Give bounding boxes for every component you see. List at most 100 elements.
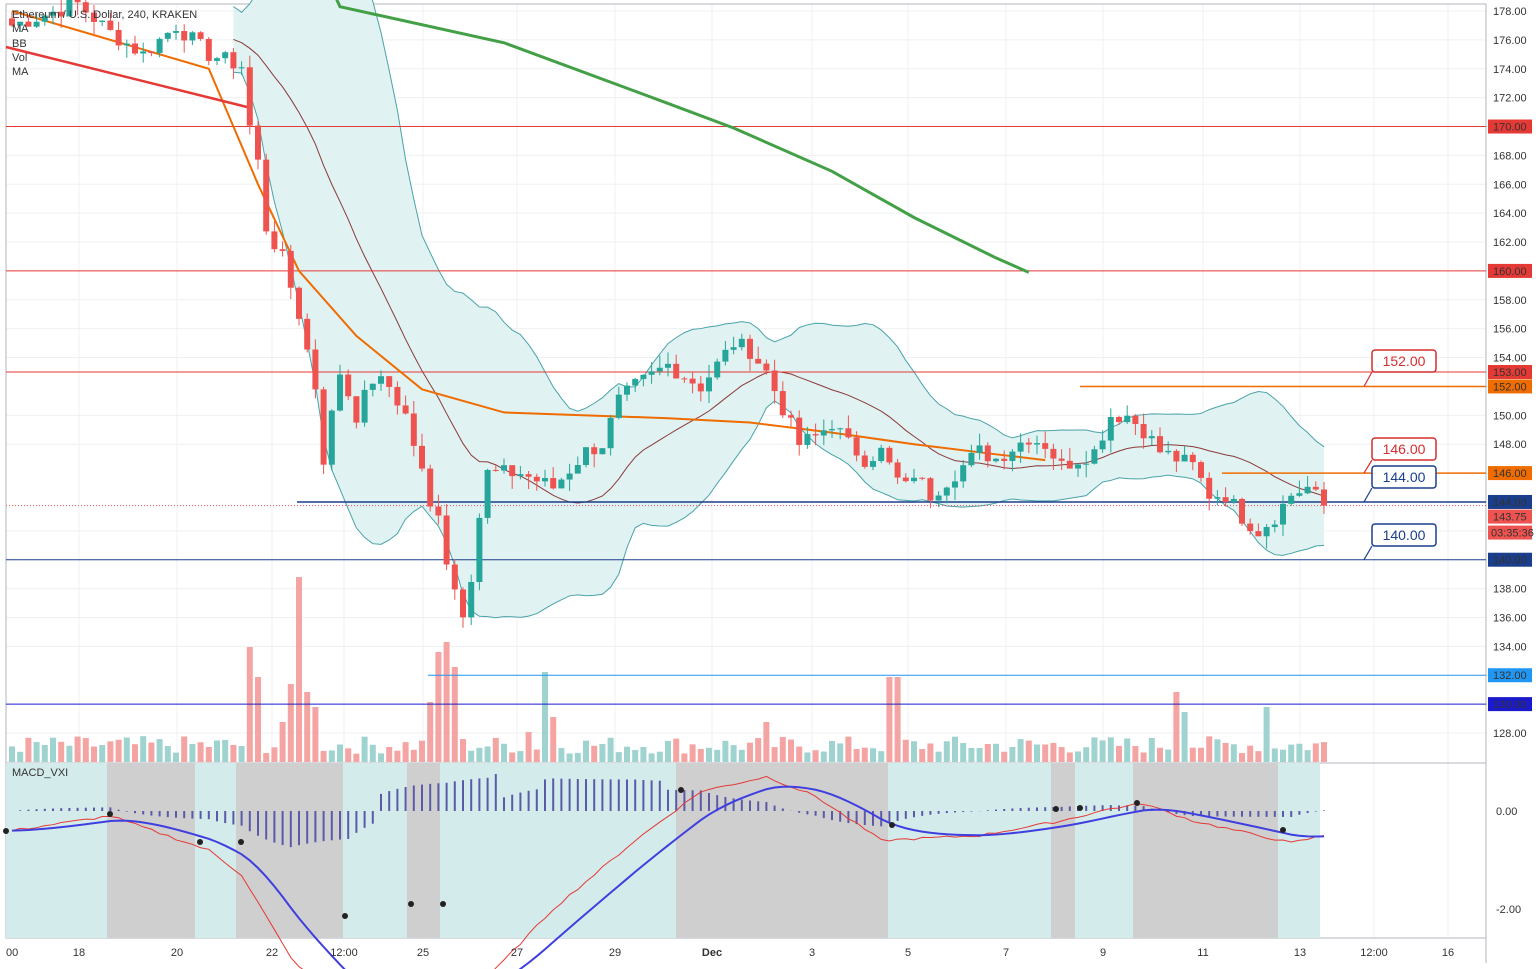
- volume-bar: [1124, 738, 1131, 762]
- price-label-bg: [1488, 668, 1532, 683]
- candle-body: [697, 383, 704, 392]
- candle-body: [1247, 523, 1254, 532]
- candle-body: [779, 391, 786, 416]
- macd-shade: [407, 763, 440, 938]
- volume-bar: [205, 746, 212, 762]
- time-axis[interactable]: 00 18 20 22 12:00 25 27 29 Dec 3 5 7 9 11 13 12:00 16: [6, 947, 1454, 959]
- macd-line: [11, 785, 1325, 969]
- candle-body: [689, 378, 696, 384]
- chart-legend: Ethereum / U.S. Dollar, 240, KRAKEN MA B…: [12, 8, 197, 79]
- current-price-label: 143.75: [1493, 512, 1527, 524]
- candle-body: [1222, 497, 1229, 503]
- candle-body: [17, 21, 24, 26]
- volume-bar: [993, 743, 999, 762]
- candle-body: [1034, 443, 1040, 445]
- candle-body: [952, 481, 958, 488]
- volume-bar: [738, 749, 745, 762]
- price-label: 140.00: [1493, 555, 1527, 567]
- candle-body: [402, 405, 409, 414]
- time-tick: 9: [1100, 947, 1106, 959]
- price-tick: 176.00: [1493, 35, 1527, 47]
- candle-body: [82, 2, 89, 13]
- candle-body: [501, 465, 507, 471]
- candle-body: [771, 370, 778, 392]
- macd-cross-dot: [440, 901, 446, 907]
- callout-leader: [1363, 487, 1373, 503]
- volume-bar: [796, 746, 803, 762]
- volume-bar: [976, 747, 983, 762]
- volume-bar: [82, 738, 89, 762]
- volume-bar: [369, 744, 376, 762]
- price-callouts[interactable]: 152.00 146.00 144.00 140.00: [1363, 349, 1437, 561]
- macd-cross-dot: [3, 828, 9, 834]
- price-tick: 154.00: [1493, 353, 1527, 365]
- macd-cross-dot: [1053, 806, 1059, 812]
- candle-body: [312, 349, 319, 390]
- candle-body: [1083, 463, 1090, 465]
- price-tick: 136.00: [1493, 612, 1527, 624]
- time-tick: 13: [1294, 947, 1306, 959]
- volume-bar: [492, 737, 499, 762]
- time-tick: 5: [905, 947, 911, 959]
- time-tick: 00: [6, 947, 18, 959]
- volume-bar: [566, 753, 573, 762]
- indicator-ma[interactable]: MA: [12, 23, 29, 36]
- macd-panel: [3, 763, 1325, 969]
- callout-box: [1371, 437, 1437, 461]
- indicator-vol[interactable]: Vol: [12, 51, 28, 64]
- volume-bar: [132, 744, 138, 762]
- macd-tick: -2.00: [1496, 904, 1521, 916]
- volume-bar: [1017, 739, 1024, 762]
- macd-label[interactable]: MACD_VXI: [12, 767, 69, 779]
- candle-body: [410, 413, 417, 446]
- indicator-ma-2[interactable]: MA: [12, 66, 29, 79]
- candle-body: [369, 383, 376, 390]
- volume-bar: [599, 744, 606, 762]
- candle-body: [173, 31, 179, 33]
- candle-body: [640, 374, 647, 380]
- volume-bar: [1009, 746, 1016, 762]
- volume-bar: [1116, 745, 1122, 762]
- callout-label: 144.00: [1383, 469, 1426, 485]
- volume-bar: [74, 736, 81, 762]
- volume-bar: [1042, 744, 1049, 762]
- volume-bar: [460, 739, 466, 762]
- candle-body: [829, 429, 835, 431]
- candle-body: [853, 437, 860, 456]
- price-tick: 134.00: [1493, 641, 1527, 653]
- volume-bar: [304, 692, 311, 762]
- candle-body: [656, 367, 663, 372]
- volume-bar: [837, 743, 844, 762]
- candle-body: [1132, 415, 1139, 425]
- price-label: 153.00: [1493, 367, 1527, 379]
- macd-cross-dot: [889, 822, 895, 828]
- callout-box: [1371, 523, 1437, 547]
- candle-body: [804, 434, 811, 445]
- volume-bar: [1255, 751, 1262, 762]
- candle-body: [861, 455, 868, 467]
- macd-signal-line: [11, 775, 1325, 969]
- price-label-bg: [1488, 379, 1532, 394]
- price-label: 132.00: [1493, 670, 1527, 682]
- volume-bar: [697, 748, 704, 762]
- candles: [9, 0, 1327, 628]
- indicator-bb[interactable]: BB: [12, 37, 27, 50]
- candle-body: [263, 159, 270, 232]
- candle-body: [460, 589, 466, 618]
- price-axis[interactable]: 178.00 176.00 174.00 172.00 170.00 168.00 166.…: [1488, 4, 1536, 969]
- candle-body: [1173, 450, 1180, 462]
- candle-body: [255, 125, 261, 160]
- time-tick: 25: [417, 947, 429, 959]
- candle-body: [140, 51, 147, 54]
- volume-bar: [312, 707, 319, 762]
- candle-body: [66, 0, 73, 17]
- macd-cross-dot: [1280, 827, 1286, 833]
- volume-bar: [1247, 745, 1254, 762]
- time-tick: 16: [1442, 947, 1454, 959]
- candle-body: [492, 469, 499, 471]
- candle-body: [189, 32, 196, 41]
- price-label: 130.00: [1493, 699, 1527, 711]
- candle-body: [1124, 415, 1131, 423]
- volume-bar: [328, 750, 335, 762]
